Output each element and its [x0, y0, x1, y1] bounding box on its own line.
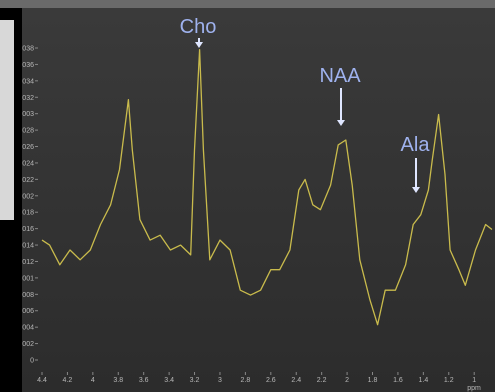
x-tick-label: 2.8 — [241, 377, 251, 384]
x-tick-label: 4.4 — [37, 377, 47, 384]
y-tick-label: 0 — [30, 358, 34, 365]
x-tick-label: 3.6 — [139, 377, 149, 384]
x-tick-label: 2 — [345, 377, 349, 384]
x-tick-label: 2.4 — [291, 377, 301, 384]
x-tick-label: 2.6 — [266, 377, 276, 384]
x-tick-label: 3 — [218, 377, 222, 384]
side-panel — [0, 20, 14, 220]
plot-area — [22, 8, 495, 392]
annotation: Cho — [180, 16, 217, 38]
x-tick-label: 3.2 — [190, 377, 200, 384]
x-axis-label: ppm — [467, 385, 481, 392]
x-tick-label: 4.2 — [63, 377, 73, 384]
annotation: Ala — [401, 134, 431, 156]
x-tick-label: 1.4 — [418, 377, 428, 384]
x-tick-label: 1.8 — [368, 377, 378, 384]
x-tick-label: 2.2 — [317, 377, 327, 384]
x-tick-label: 1.2 — [444, 377, 454, 384]
x-tick-label: 3.4 — [164, 377, 174, 384]
x-tick-label: 4 — [91, 377, 95, 384]
x-tick-label: 3.8 — [113, 377, 123, 384]
annotation: NAA — [319, 65, 361, 87]
chart: 00.00020.00040.00060.00080.0010.00120.00… — [0, 0, 495, 392]
x-tick-label: 1.6 — [393, 377, 403, 384]
x-tick-label: 1 — [472, 377, 476, 384]
top-strip — [0, 0, 495, 8]
